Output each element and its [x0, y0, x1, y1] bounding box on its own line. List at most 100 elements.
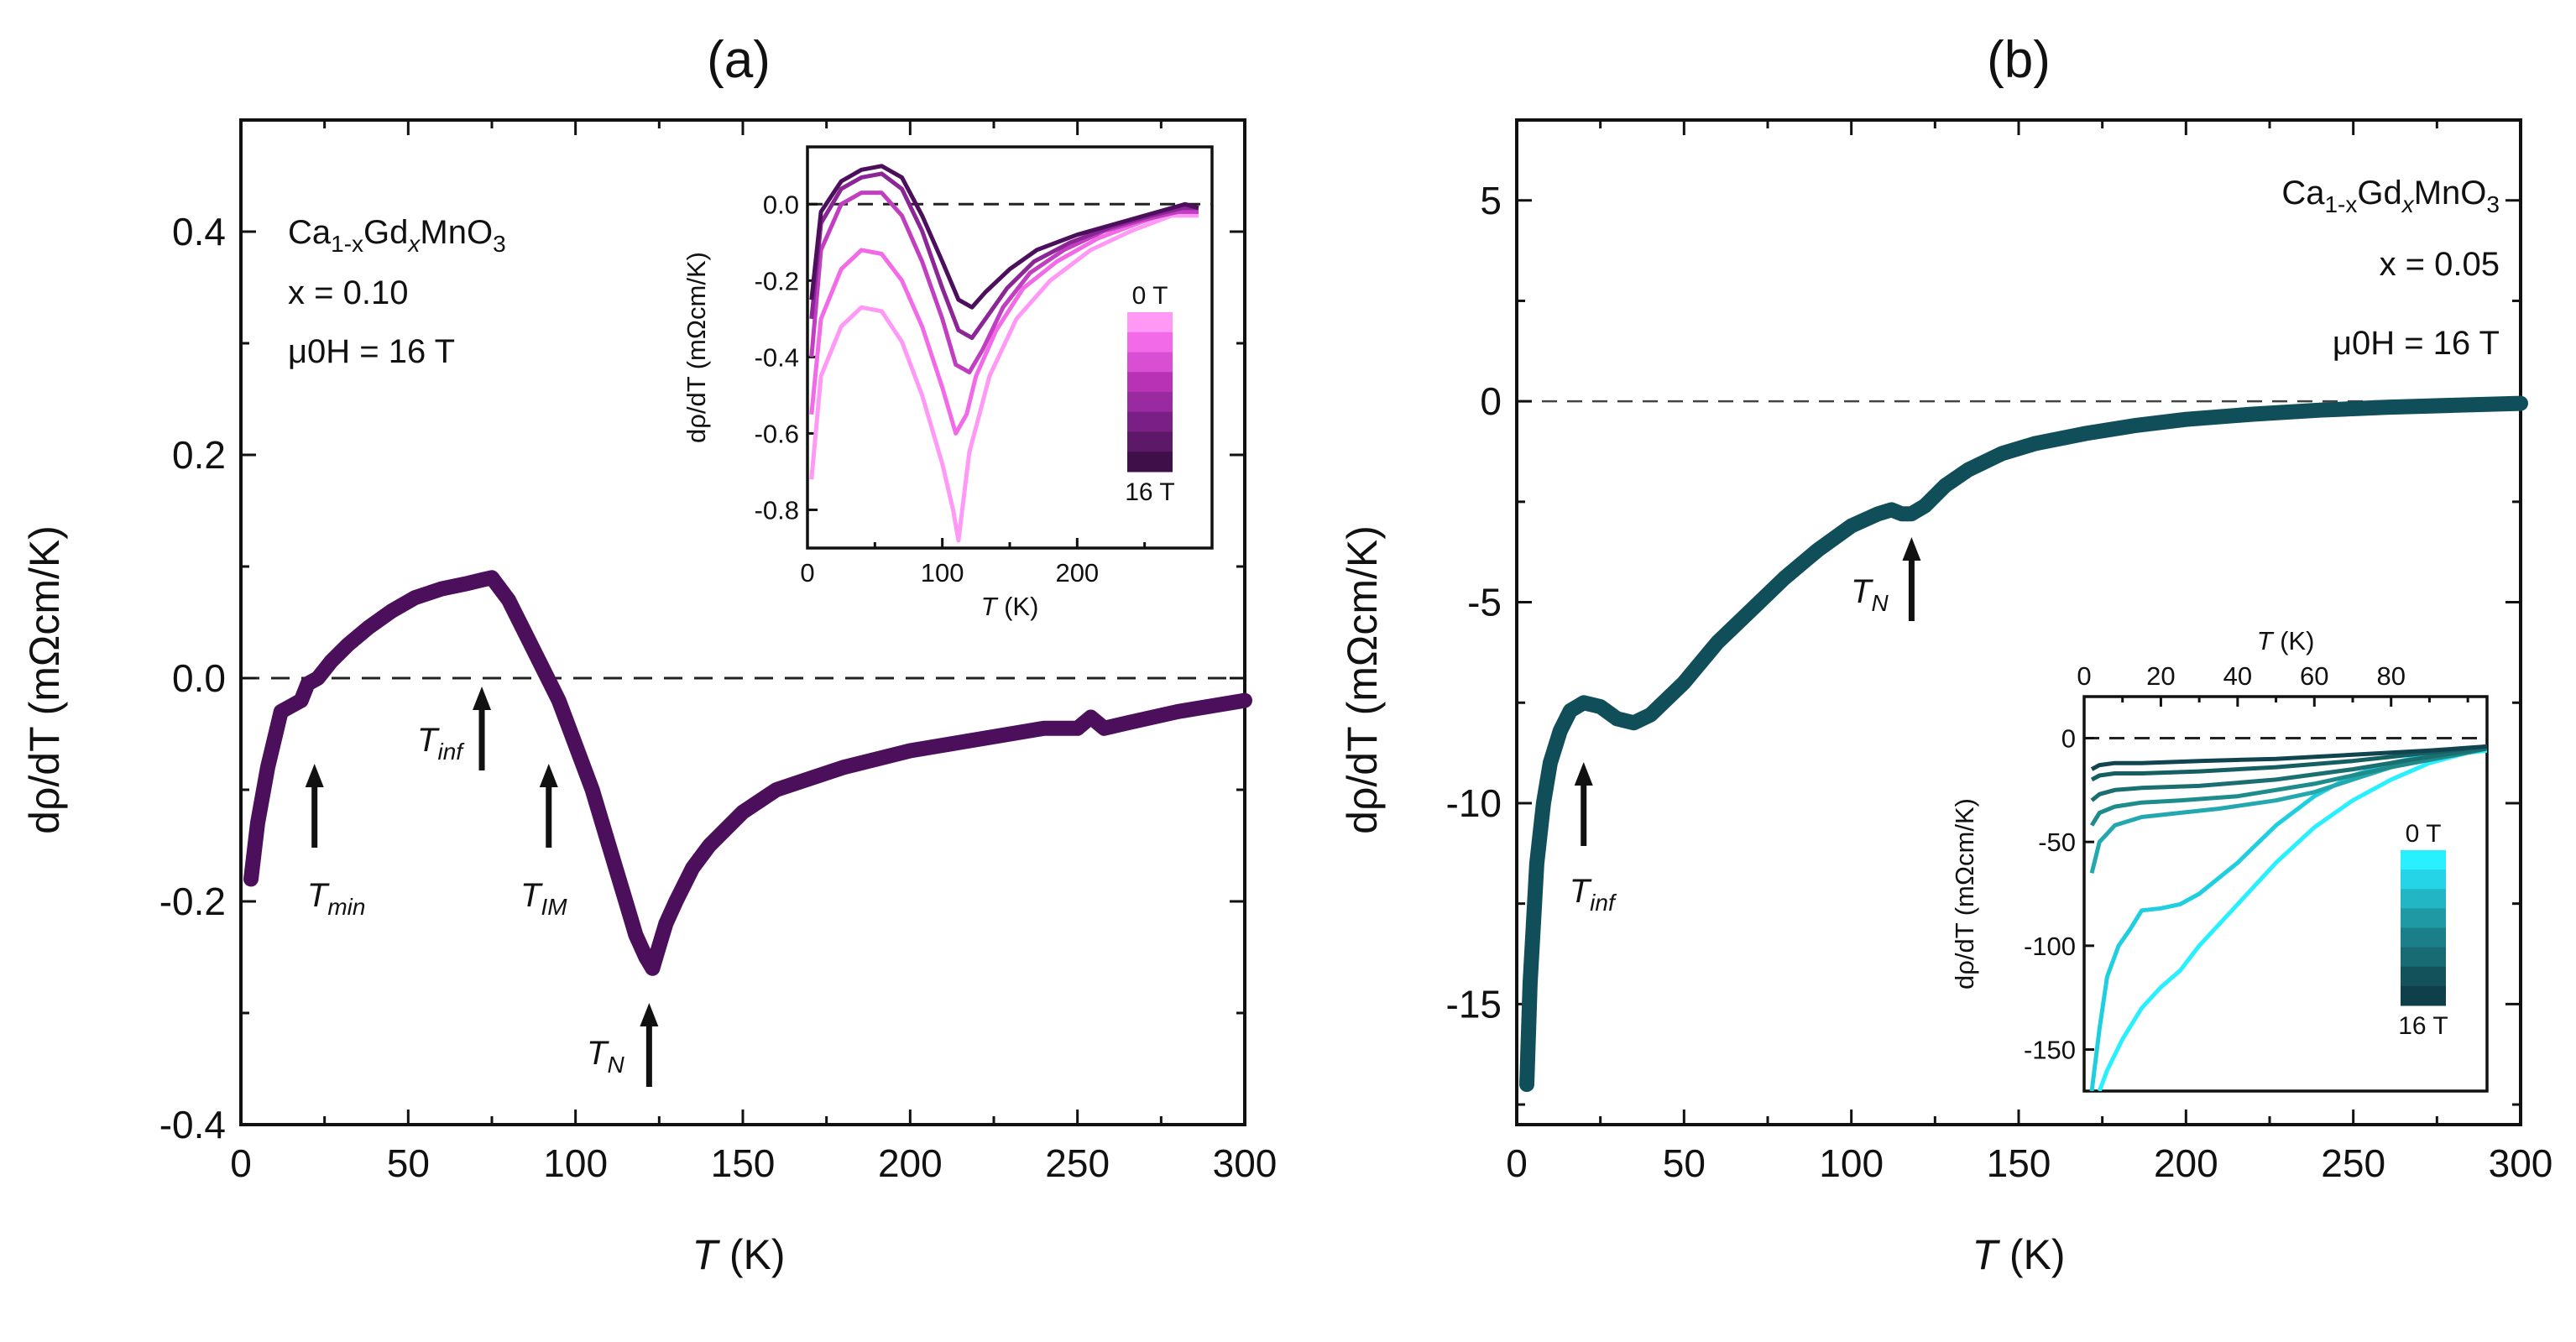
legend-swatch	[1127, 312, 1173, 333]
marker-tmin-label: Tmin	[307, 877, 366, 920]
inset-y-tick-label: -150	[2024, 1036, 2076, 1065]
marker-tn-label: TN	[1851, 573, 1889, 616]
panel-a-plot-area: 0 50 100 150 200 250 300-0.4-0.20.00.20.4TminT…	[159, 118, 1278, 1185]
panel-b-x-symbol: T	[1972, 1231, 2000, 1278]
inset-x-symbol: T	[981, 592, 999, 621]
panel-a-x-symbol: T	[692, 1231, 720, 1278]
inset-x-tick-label: 100	[921, 558, 964, 587]
y-tick-label: -5	[1467, 581, 1502, 624]
legend-swatch	[2401, 908, 2446, 928]
inset-x-tick-label: 0	[2077, 661, 2091, 691]
panel-b-y-title: dρ/dT (mΩcm/K)	[1339, 525, 1386, 834]
marker-tinf-arrow-head	[1574, 762, 1593, 786]
x-tick-label: 100	[1819, 1141, 1884, 1185]
legend-top-label: 0 T	[2406, 820, 2442, 848]
marker-tinf-label-subscript: inf	[437, 739, 465, 765]
inset-y-tick-label: -100	[2024, 932, 2076, 961]
legend-swatch	[2401, 869, 2446, 890]
x-tick-label: 250	[2321, 1141, 2385, 1185]
marker-tmin-label-symbol: T	[307, 877, 330, 914]
y-tick-label: -0.2	[159, 880, 226, 923]
inset-series-group	[809, 164, 1199, 543]
panel-a-x-title: T (K)	[692, 1231, 785, 1278]
marker-tim-label: TIM	[520, 877, 567, 920]
series-line-16t	[1519, 395, 2528, 1093]
compound-ca: Ca	[2281, 175, 2325, 211]
inset-series-14t	[2090, 744, 2487, 782]
marker-tmin-label-subscript: min	[327, 894, 365, 920]
y-tick-label: 0.0	[172, 656, 226, 700]
marker-tn-label-subscript: N	[607, 1052, 624, 1078]
inset-x-symbol: T	[2257, 626, 2275, 655]
compound-ca: Ca	[288, 214, 332, 251]
inset-y-tick-label: -0.4	[755, 342, 799, 372]
marker-tn-label-subscript: N	[1872, 590, 1889, 616]
series-line-16t	[243, 570, 1252, 976]
legend-swatch	[1127, 452, 1173, 473]
legend-swatch	[1127, 352, 1173, 373]
y-tick-label: 0.2	[172, 433, 226, 477]
compound-sub-1-x: 1-x	[2324, 191, 2357, 217]
y-tick-label: 0	[1480, 379, 1502, 423]
panel-a-x-value: x = 0.10	[288, 274, 408, 311]
inset-y-tick-label: -0.2	[755, 266, 799, 295]
legend-bottom-label: 16 T	[1125, 478, 1175, 506]
y-tick-label: 5	[1480, 179, 1502, 222]
marker-tn-arrow-head	[1902, 537, 1921, 561]
inset-x-title: T (K)	[2257, 626, 2315, 655]
inset-series-4t	[809, 209, 1199, 436]
inset-y-tick-label: 0	[2061, 723, 2076, 753]
marker-tinf-label: Tinf	[1570, 873, 1617, 916]
marker-tinf-label-symbol: T	[1570, 873, 1592, 910]
panel-b-x-value: x = 0.05	[2380, 246, 2500, 283]
x-tick-label: 50	[387, 1141, 430, 1185]
inset-x-tick-label: 200	[1055, 558, 1099, 587]
panel-a: (a) 0 50 100 150 200 250 300 -0.4 -0.2 0.0 0.2 0.4 T…	[21, 31, 1277, 1278]
panel-b-x-unit: (K)	[2009, 1231, 2066, 1278]
x-tick-label: 300	[1213, 1141, 1278, 1185]
inset-y-title: dρ/dT (mΩcm/K)	[682, 252, 711, 443]
inset-y-tick-label: -0.8	[755, 495, 799, 525]
inset-x-unit: (K)	[997, 592, 1039, 621]
panel-a-label: (a)	[707, 31, 771, 89]
panel-a-annotation: Ca1-xGdxMnO3 x = 0.10 μ0H = 16 T	[288, 214, 506, 370]
panel-a-field: μ0H = 16 T	[288, 333, 455, 370]
panel-b-field: μ0H = 16 T	[2333, 325, 2500, 362]
legend-swatch	[1127, 431, 1173, 452]
marker-tn-arrow-head	[640, 1003, 659, 1026]
x-tick-label: 200	[2154, 1141, 2218, 1185]
legend-bottom-label: 16 T	[2398, 1012, 2448, 1040]
x-tick-label: 250	[1045, 1141, 1110, 1185]
compound-mno: MnO	[420, 214, 493, 251]
legend-swatch	[2401, 850, 2446, 870]
compound-sub-x: x	[2401, 191, 2415, 217]
x-tick-label: 300	[2489, 1141, 2553, 1185]
inset-series-12t	[2090, 746, 2487, 802]
panel-a-inset: 0 100 200 0.0 -0.2 -0.4 -0.6 -0.8 T (K) dρ/dT (mΩ…	[682, 145, 1214, 621]
x-tick-label: 0	[230, 1141, 252, 1185]
compound-gd: Gd	[2357, 175, 2401, 211]
legend-swatch	[2401, 985, 2446, 1006]
marker-tinf-label-symbol: T	[417, 722, 440, 759]
legend-swatch	[1127, 332, 1173, 352]
inset-x-unit: (K)	[2273, 626, 2315, 655]
legend-swatch	[2401, 947, 2446, 968]
inset-x-tick-label: 20	[2146, 661, 2175, 691]
marker-tn-label: TN	[587, 1035, 624, 1078]
legend-swatch	[1127, 392, 1173, 413]
inset-series-16t	[809, 164, 1199, 310]
panel-b-x-title: T (K)	[1972, 1231, 2065, 1278]
legend-swatch	[2401, 966, 2446, 987]
panel-b-inset: 0 20 40 60 80 0 -50 -100 -150 T (K) dρ/dT (mΩcm/K)…	[1950, 626, 2489, 1093]
legend-top-label: 0 T	[1132, 282, 1168, 310]
panel-a-y-title: dρ/dT (mΩcm/K)	[21, 525, 68, 834]
legend-swatch	[1127, 372, 1173, 393]
legend-swatch	[2401, 927, 2446, 948]
inset-series-0t	[2097, 748, 2487, 1091]
x-tick-label: 0	[1506, 1141, 1528, 1185]
marker-tim-arrow-head	[539, 764, 558, 787]
legend-swatch	[1127, 411, 1173, 432]
y-tick-label: -10	[1446, 781, 1502, 825]
y-tick-label: -0.4	[159, 1103, 226, 1146]
